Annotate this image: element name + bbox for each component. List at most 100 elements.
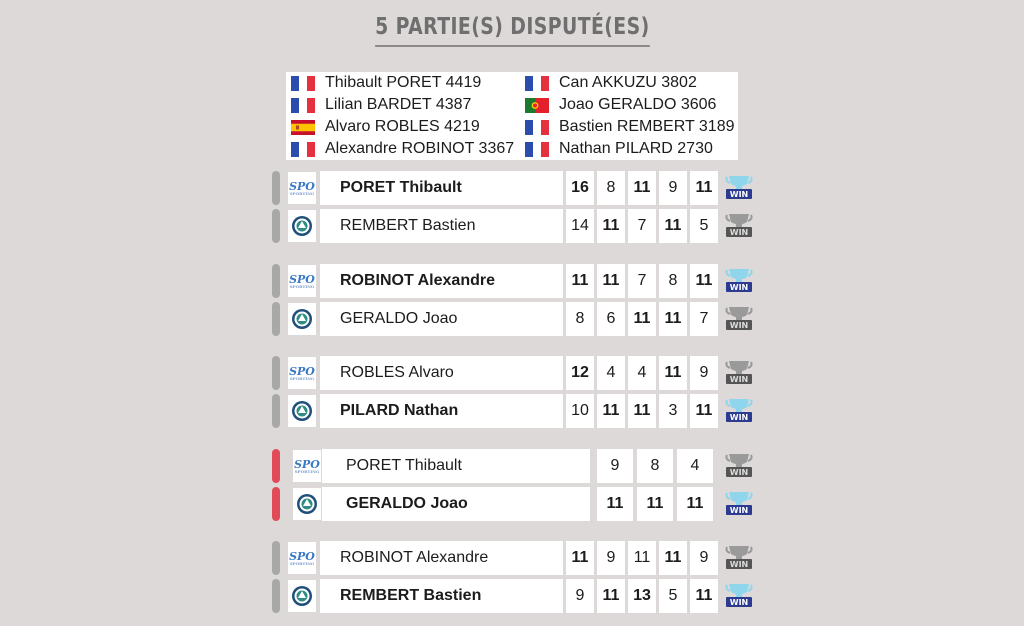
player-name: REMBERT Bastien: [320, 209, 563, 243]
svg-text:WIN: WIN: [730, 228, 749, 237]
set-score: 5: [690, 209, 718, 243]
win-trophy-icon: WIN: [724, 489, 754, 519]
set-score: 3: [659, 394, 687, 428]
set-score: 7: [628, 264, 656, 298]
roster-player-label: Lilian BARDET 4387: [325, 96, 472, 113]
svg-text:WIN: WIN: [730, 598, 749, 607]
set-score: 11: [690, 579, 718, 613]
player-row[interactable]: GERALDO Joao 8 6 11 11 7 WIN: [0, 302, 1024, 336]
set-score: 11: [597, 209, 625, 243]
club-crest-icon: [288, 395, 316, 427]
svg-text:WIN: WIN: [730, 283, 749, 292]
win-trophy-icon: WIN: [724, 173, 754, 203]
player-row[interactable]: REMBERT Bastien 9 11 13 5 11 WIN: [0, 579, 1024, 613]
match-title-text: 5 PARTIE(S) DISPUTÉ(ES): [374, 14, 650, 47]
roster-player-label: Alexandre ROBINOT 3367: [325, 140, 515, 157]
set-score: 14: [566, 209, 594, 243]
spain-flag-icon: [286, 119, 325, 135]
roster-entry: Bastien REMBERT 3189: [520, 116, 738, 138]
player-name: GERALDO Joao: [320, 302, 563, 336]
set-score: 4: [597, 356, 625, 390]
set-score: 11: [597, 487, 633, 521]
svg-text:WIN: WIN: [730, 506, 749, 515]
player-roster: Thibault PORET 4419 Can AKKUZU 3802 Lilian…: [286, 72, 738, 160]
set-score: 11: [690, 264, 718, 298]
svg-text:WIN: WIN: [730, 468, 749, 477]
player-row[interactable]: SPO SPORTING ROBLES Alvaro 12 4 4 11 9 WIN: [0, 356, 1024, 390]
player-name: ROBLES Alvaro: [320, 356, 563, 390]
set-score: 11: [659, 356, 687, 390]
win-trophy-icon: WIN: [724, 396, 754, 426]
set-score: 8: [597, 171, 625, 205]
set-score: 11: [690, 394, 718, 428]
set-score: 11: [566, 541, 594, 575]
player-row[interactable]: REMBERT Bastien 14 11 7 11 5 WIN: [0, 209, 1024, 243]
win-trophy-icon: WIN: [724, 581, 754, 611]
set-score: 11: [597, 579, 625, 613]
win-trophy-icon: WIN: [724, 266, 754, 296]
player-row[interactable]: SPO SPORTING PORET Thibault 16 8 11 9 11 WIN: [0, 171, 1024, 205]
player-name: PILARD Nathan: [320, 394, 563, 428]
set-score: 8: [566, 302, 594, 336]
set-score: 7: [628, 209, 656, 243]
set-score: 9: [690, 356, 718, 390]
spo-logo-icon: SPO SPORTING: [288, 542, 316, 574]
roster-entry: Thibault PORET 4419: [286, 72, 520, 94]
france-flag-icon: [286, 75, 325, 91]
win-trophy-inactive-icon: WIN: [724, 304, 754, 334]
player-name: ROBINOT Alexandre: [320, 264, 563, 298]
roster-entry: Alexandre ROBINOT 3367: [286, 138, 520, 160]
player-row[interactable]: SPO SPORTING ROBINOT Alexandre 11 11 7 8 11 WIN: [0, 264, 1024, 298]
match-marker: [272, 209, 280, 243]
france-flag-icon: [286, 97, 325, 113]
set-score: 9: [597, 541, 625, 575]
match-marker: [272, 302, 280, 336]
win-trophy-inactive-icon: WIN: [724, 543, 754, 573]
player-row[interactable]: PILARD Nathan 10 11 11 3 11 WIN: [0, 394, 1024, 428]
set-score: 9: [597, 449, 633, 483]
roster-player-label: Can AKKUZU 3802: [559, 74, 697, 91]
player-name: ROBINOT Alexandre: [320, 541, 563, 575]
player-row[interactable]: SPO SPORTING ROBINOT Alexandre 11 9 11 11 9 WIN: [0, 541, 1024, 575]
match-marker: [272, 171, 280, 205]
player-row[interactable]: SPO SPORTING PORET Thibault 9 8 4 WIN: [0, 449, 1024, 483]
club-crest-icon: [288, 210, 316, 242]
svg-text:WIN: WIN: [730, 321, 749, 330]
set-score: 11: [628, 394, 656, 428]
player-name: PORET Thibault: [322, 449, 590, 483]
match-marker: [272, 264, 280, 298]
set-score: 4: [628, 356, 656, 390]
club-crest-icon: [288, 580, 316, 612]
set-score: 9: [659, 171, 687, 205]
match-marker: [272, 541, 280, 575]
portugal-flag-icon: [520, 97, 559, 113]
club-crest-icon: [288, 303, 316, 335]
france-flag-icon: [520, 141, 559, 157]
roster-player-label: Thibault PORET 4419: [325, 74, 482, 91]
svg-text:WIN: WIN: [730, 560, 749, 569]
set-score: 8: [659, 264, 687, 298]
set-score: 11: [628, 541, 656, 575]
set-score: 4: [677, 449, 713, 483]
svg-text:WIN: WIN: [730, 190, 749, 199]
set-score: 8: [637, 449, 673, 483]
win-trophy-inactive-icon: WIN: [724, 358, 754, 388]
set-score: 16: [566, 171, 594, 205]
win-trophy-inactive-icon: WIN: [724, 211, 754, 241]
set-score: 9: [690, 541, 718, 575]
set-score: 12: [566, 356, 594, 390]
player-row[interactable]: GERALDO Joao 11 11 11 WIN: [0, 487, 1024, 521]
player-name: REMBERT Bastien: [320, 579, 563, 613]
set-score: 11: [659, 209, 687, 243]
set-score: 11: [628, 171, 656, 205]
roster-entry: Lilian BARDET 4387: [286, 94, 520, 116]
set-score: 11: [659, 541, 687, 575]
roster-player-label: Bastien REMBERT 3189: [559, 118, 735, 135]
roster-player-label: Nathan PILARD 2730: [559, 140, 713, 157]
match-marker: [272, 579, 280, 613]
spo-logo-icon: SPO SPORTING: [288, 265, 316, 297]
club-crest-icon: [293, 488, 321, 520]
roster-entry: Alvaro ROBLES 4219: [286, 116, 520, 138]
set-score: 11: [677, 487, 713, 521]
set-score: 9: [566, 579, 594, 613]
